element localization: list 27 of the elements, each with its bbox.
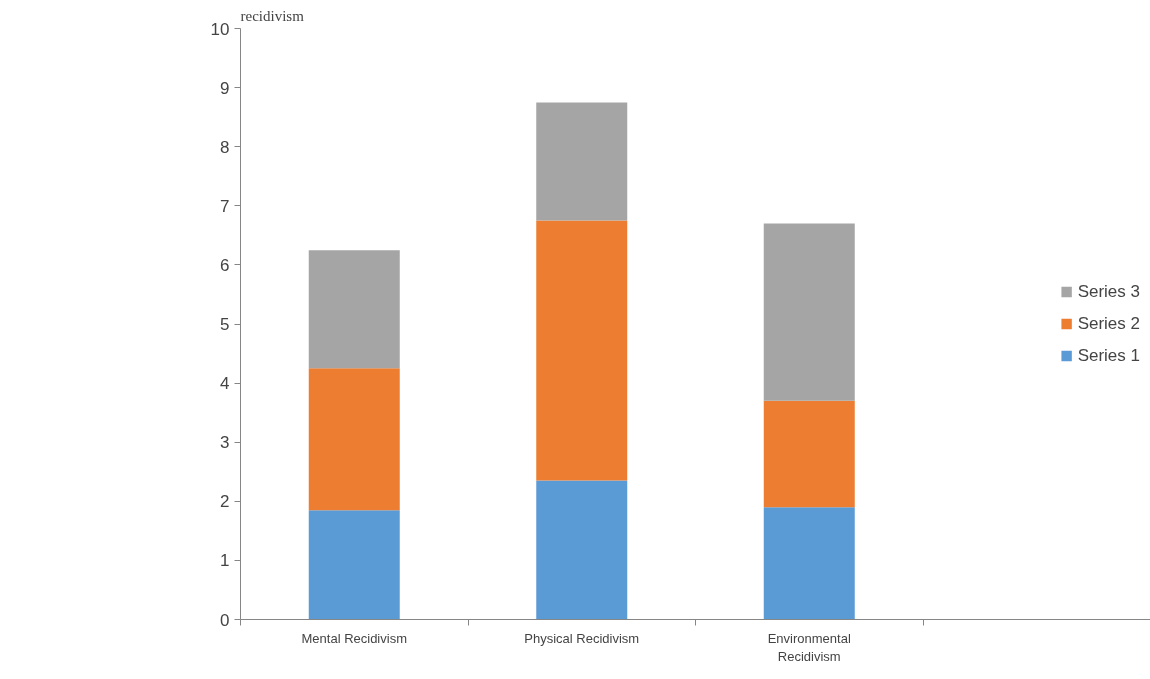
y-tick-label: 7 bbox=[220, 196, 230, 216]
x-tick-label: Physical Recidivism bbox=[524, 630, 640, 646]
bar bbox=[536, 102, 628, 221]
bar bbox=[308, 368, 400, 511]
y-tick-label: 3 bbox=[220, 433, 230, 453]
bar bbox=[308, 250, 400, 369]
y-tick-label: 0 bbox=[220, 610, 230, 630]
y-tick-label: 10 bbox=[210, 19, 230, 39]
bar bbox=[536, 220, 628, 481]
y-tick-label: 2 bbox=[220, 492, 230, 512]
y-tick-label: 5 bbox=[220, 315, 230, 334]
y-tick-label: 8 bbox=[220, 137, 230, 157]
y-tick-label: 6 bbox=[220, 255, 230, 275]
bar bbox=[763, 400, 855, 508]
x-tick-label: Mental Recidivism bbox=[301, 630, 407, 646]
legend-label: Series 2 bbox=[1077, 313, 1140, 334]
bar bbox=[763, 223, 855, 401]
bar bbox=[763, 507, 855, 620]
legend-label: Series 3 bbox=[1077, 281, 1140, 302]
legend-label: Series 1 bbox=[1077, 345, 1140, 366]
x-tick-label: Environmental Recidivism bbox=[767, 630, 851, 664]
bar bbox=[536, 480, 628, 620]
y-tick-label: 9 bbox=[220, 78, 230, 98]
bar bbox=[308, 510, 400, 620]
chart-title: recidivism bbox=[240, 7, 305, 24]
y-tick-label: 4 bbox=[220, 374, 230, 394]
y-tick-label: 1 bbox=[220, 551, 230, 571]
